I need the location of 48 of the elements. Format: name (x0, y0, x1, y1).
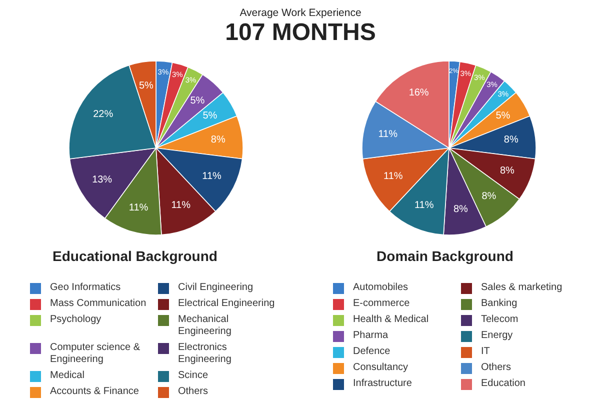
legend-label: IT (481, 346, 490, 358)
legend-label: Computer science & Engineering (50, 342, 142, 366)
legend-label: Civil Engineering (178, 282, 254, 294)
legend-label: Consultancy (353, 362, 408, 374)
legend-label: Energy (481, 330, 513, 342)
legend-label: Mass Communication (50, 298, 146, 310)
legend-label: Others (178, 386, 208, 398)
data-label: 11% (202, 170, 222, 182)
legend-label: Others (481, 362, 512, 374)
data-label: 5% (496, 110, 510, 122)
text: 107 MONTHS (224, 19, 377, 46)
legend-label: Sales & marketing (481, 282, 562, 294)
legend-label: Defence (353, 346, 390, 358)
data-label: 8% (482, 190, 496, 202)
legend-label: Health & Medical (353, 314, 429, 326)
data-label: 16% (408, 88, 429, 99)
data-label: 5% (202, 110, 218, 122)
data-label: 11% (414, 200, 434, 211)
legend-label: Pharma (353, 330, 388, 342)
data-label: 8% (210, 134, 226, 146)
data-label: 11% (128, 202, 148, 214)
legend-label: E-commerce (353, 298, 410, 310)
legend-label: Banking (481, 298, 518, 310)
text: Domain Background (376, 248, 514, 264)
data-label: 5% (138, 80, 154, 92)
legend-label: Scince (178, 370, 208, 382)
data-label: 11% (171, 200, 191, 211)
legend-label: Infrastructure (353, 378, 412, 390)
data-label: 8% (500, 166, 515, 177)
data-label: 5% (190, 96, 205, 107)
data-label: 13% (92, 174, 112, 186)
data-label: 22% (93, 108, 114, 120)
data-label: 8% (454, 204, 468, 216)
legend-label: Education (481, 378, 526, 390)
legend-label: Electronics Engineering (178, 342, 232, 366)
legend-label: Telecom (481, 314, 518, 326)
legend-label: Automobiles (353, 282, 408, 294)
legend-label: Medical (50, 370, 84, 382)
text: Educational Background (52, 248, 218, 264)
legend-label: Electrical Engineering (178, 298, 275, 310)
legend-label: Geo Informatics (50, 282, 121, 294)
legend-label: Accounts & Finance (50, 386, 139, 398)
data-label: 8% (504, 134, 518, 146)
text: Average Work Experience (238, 6, 362, 20)
data-label: 11% (384, 170, 403, 182)
legend-label: Mechanical Engineering (178, 314, 232, 338)
legend-label: Psychology (50, 314, 102, 326)
data-label: 11% (378, 128, 398, 140)
